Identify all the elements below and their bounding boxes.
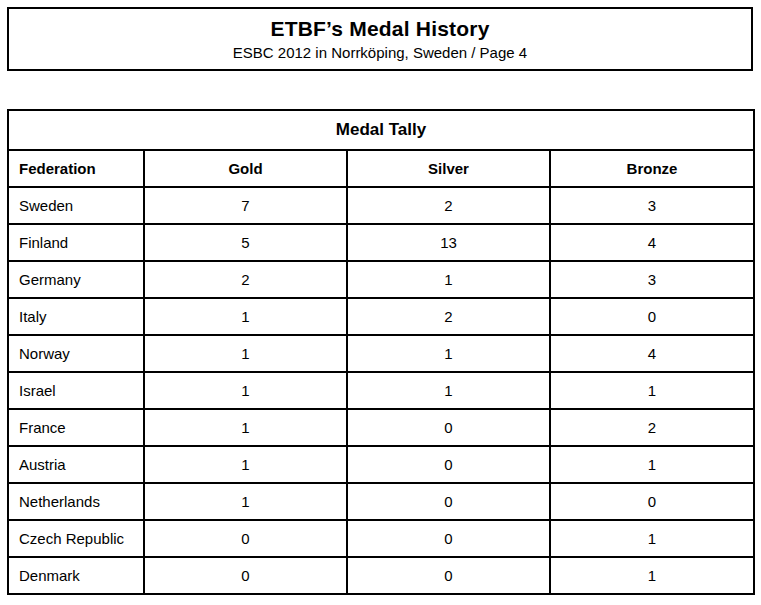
bronze-cell: 0	[550, 298, 754, 335]
gold-cell: 7	[144, 187, 347, 224]
silver-cell: 0	[347, 520, 550, 557]
gold-cell: 5	[144, 224, 347, 261]
medal-tally-table: Medal Tally Federation Gold Silver Bronz…	[7, 109, 755, 595]
federation-cell: Italy	[8, 298, 144, 335]
table-row: Netherlands 1 0 0	[8, 483, 754, 520]
bronze-cell: 1	[550, 557, 754, 594]
silver-cell: 1	[347, 372, 550, 409]
column-header-federation: Federation	[8, 150, 144, 187]
column-header-gold: Gold	[144, 150, 347, 187]
silver-cell: 0	[347, 483, 550, 520]
gold-cell: 0	[144, 520, 347, 557]
federation-cell: Denmark	[8, 557, 144, 594]
federation-cell: Norway	[8, 335, 144, 372]
gold-cell: 1	[144, 335, 347, 372]
silver-cell: 1	[347, 335, 550, 372]
federation-cell: Austria	[8, 446, 144, 483]
silver-cell: 0	[347, 446, 550, 483]
bronze-cell: 1	[550, 446, 754, 483]
federation-cell: Germany	[8, 261, 144, 298]
table-caption-row: Medal Tally	[8, 110, 754, 150]
federation-cell: Sweden	[8, 187, 144, 224]
table-caption: Medal Tally	[8, 110, 754, 150]
federation-cell: Israel	[8, 372, 144, 409]
table-row: Germany 2 1 3	[8, 261, 754, 298]
table-row: Sweden 7 2 3	[8, 187, 754, 224]
silver-cell: 1	[347, 261, 550, 298]
gold-cell: 1	[144, 446, 347, 483]
silver-cell: 0	[347, 557, 550, 594]
silver-cell: 0	[347, 409, 550, 446]
gold-cell: 1	[144, 372, 347, 409]
table-row: Finland 5 13 4	[8, 224, 754, 261]
table-row: Czech Republic 0 0 1	[8, 520, 754, 557]
federation-cell: Netherlands	[8, 483, 144, 520]
table-row: Italy 1 2 0	[8, 298, 754, 335]
federation-cell: Finland	[8, 224, 144, 261]
document-page: ETBF’s Medal History ESBC 2012 in Norrkö…	[0, 0, 761, 605]
table-row: Denmark 0 0 1	[8, 557, 754, 594]
gold-cell: 0	[144, 557, 347, 594]
federation-cell: Czech Republic	[8, 520, 144, 557]
gold-cell: 1	[144, 298, 347, 335]
bronze-cell: 0	[550, 483, 754, 520]
bronze-cell: 1	[550, 520, 754, 557]
silver-cell: 2	[347, 187, 550, 224]
gold-cell: 1	[144, 483, 347, 520]
federation-cell: France	[8, 409, 144, 446]
column-header-bronze: Bronze	[550, 150, 754, 187]
bronze-cell: 3	[550, 261, 754, 298]
table-row: Norway 1 1 4	[8, 335, 754, 372]
bronze-cell: 4	[550, 224, 754, 261]
column-header-silver: Silver	[347, 150, 550, 187]
page-title: ETBF’s Medal History	[270, 17, 489, 41]
bronze-cell: 3	[550, 187, 754, 224]
page-subtitle: ESBC 2012 in Norrköping, Sweden / Page 4	[233, 44, 527, 61]
silver-cell: 13	[347, 224, 550, 261]
bronze-cell: 1	[550, 372, 754, 409]
gold-cell: 1	[144, 409, 347, 446]
table-row: Israel 1 1 1	[8, 372, 754, 409]
silver-cell: 2	[347, 298, 550, 335]
bronze-cell: 4	[550, 335, 754, 372]
bronze-cell: 2	[550, 409, 754, 446]
gold-cell: 2	[144, 261, 347, 298]
header-box: ETBF’s Medal History ESBC 2012 in Norrkö…	[7, 7, 753, 71]
table-header-row: Federation Gold Silver Bronze	[8, 150, 754, 187]
table-row: France 1 0 2	[8, 409, 754, 446]
table-row: Austria 1 0 1	[8, 446, 754, 483]
